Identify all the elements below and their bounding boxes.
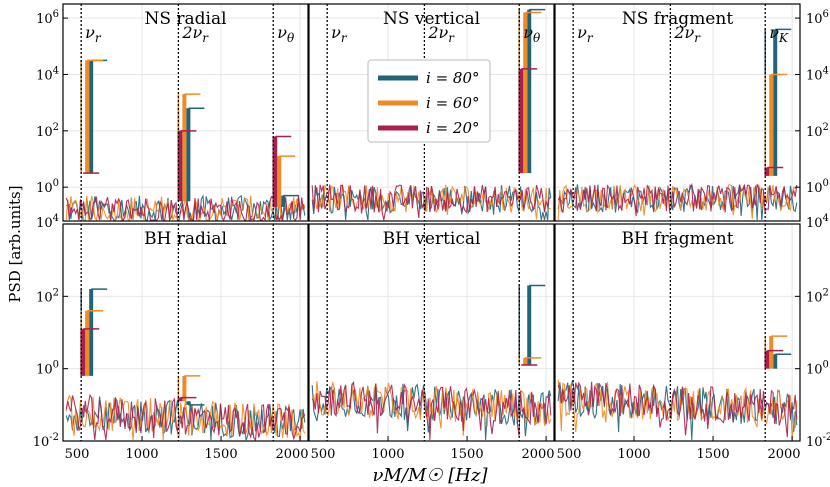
- legend-label-i20: i = 20°: [426, 119, 480, 137]
- marker-label-two_nu_r: 2νr: [427, 23, 455, 45]
- marker-label-two_nu_r: 2νr: [181, 23, 209, 45]
- y-tick-label: 100: [36, 360, 59, 378]
- panel-frame: [554, 223, 801, 442]
- y-tick-label: 104: [36, 213, 59, 231]
- marker-label-nu_theta_or_K: νθ: [523, 23, 541, 45]
- marker-label-two_nu_r: 2νr: [673, 23, 701, 45]
- x-tick-label: 1500: [697, 447, 730, 462]
- psd-trace-i20: [65, 195, 306, 222]
- x-tick-label: 1000: [371, 447, 404, 462]
- x-tick-label: 1000: [125, 447, 158, 462]
- panel-frame: [62, 223, 309, 442]
- x-axis-label: νM/M☉ [Hz]: [373, 465, 489, 486]
- psd-trace-i80: [311, 185, 552, 221]
- y-tick-label: 104: [806, 213, 829, 231]
- panel-frame: [554, 3, 801, 222]
- marker-label-nu_r: νr: [577, 23, 594, 45]
- y-tick-label: 102: [36, 122, 59, 140]
- panel-frame: [308, 223, 555, 442]
- y-tick-label: 102: [806, 287, 829, 305]
- y-tick-label: 10-2: [806, 432, 830, 450]
- y-tick-label: 100: [806, 360, 829, 378]
- psd-trace-i20: [311, 184, 552, 221]
- psd-trace-i60: [557, 379, 798, 441]
- panel-title: BH vertical: [383, 229, 481, 249]
- y-tick-label: 102: [806, 122, 829, 140]
- y-tick-label: 106: [36, 9, 59, 27]
- x-tick-label: 1000: [617, 447, 650, 462]
- panel-bh-vertical: BH vertical 500 1000 1500 2000: [308, 223, 555, 462]
- y-axis-label: PSD [arb.units]: [6, 185, 24, 302]
- psd-trace-i20: [557, 381, 798, 438]
- y-tick-label: 100: [36, 178, 59, 196]
- y-tick-label: 104: [806, 65, 829, 83]
- y-tick-label: 106: [806, 9, 829, 27]
- y-tick-label: 100: [806, 178, 829, 196]
- panel-ns-fragment: νr 2νr νK NS fragment 100 102 104 106 104: [554, 3, 829, 231]
- panel-title: NS radial: [144, 9, 226, 29]
- y-tick-label: 10-2: [33, 432, 59, 450]
- panel-bh-fragment: BH fragment 10-2 100 102 500 1000 1500 2000: [554, 223, 830, 462]
- psd-trace-i60: [312, 184, 551, 220]
- panel-title: BH fragment: [621, 229, 733, 249]
- x-tick-label: 500: [65, 447, 90, 462]
- x-tick-label: 500: [311, 447, 336, 462]
- marker-label-nu_r: νr: [85, 23, 102, 45]
- panel-ns-vertical: νr 2νr νθ NS vertical: [308, 3, 555, 222]
- legend-label-i60: i = 60°: [426, 94, 480, 112]
- panel-title: NS vertical: [383, 9, 480, 29]
- x-tick-label: 500: [557, 447, 582, 462]
- psd-trace-i20: [65, 393, 306, 442]
- panel-title: NS fragment: [622, 9, 733, 29]
- panel-frame: [62, 3, 309, 222]
- panel-frame: [308, 3, 555, 222]
- x-tick-label: 1500: [451, 447, 484, 462]
- panel-bh-radial: BH radial 10-2 100 102 500 1000 1500 2000: [33, 223, 309, 462]
- panel-ns-radial: νr 2νr νθ NS radial 100 102 104 106 104: [36, 3, 309, 231]
- x-tick-label: 2000: [275, 447, 308, 462]
- x-tick-label: 2000: [521, 447, 554, 462]
- x-tick-label: 1500: [205, 447, 238, 462]
- legend: i = 80° i = 60° i = 20°: [367, 59, 491, 143]
- y-tick-label: 104: [36, 65, 59, 83]
- panel-title: BH radial: [144, 229, 227, 249]
- x-tick-label: 2000: [767, 447, 800, 462]
- psd-trace-i20: [311, 380, 552, 441]
- marker-label-nu_theta_or_K: νθ: [277, 23, 295, 45]
- y-tick-label: 102: [36, 287, 59, 305]
- marker-label-nu_theta_or_K: νK: [769, 23, 789, 45]
- psd-trace-i80: [557, 182, 798, 221]
- marker-label-nu_r: νr: [331, 23, 348, 45]
- psd-trace-i20: [557, 183, 798, 217]
- legend-label-i80: i = 80°: [426, 69, 480, 87]
